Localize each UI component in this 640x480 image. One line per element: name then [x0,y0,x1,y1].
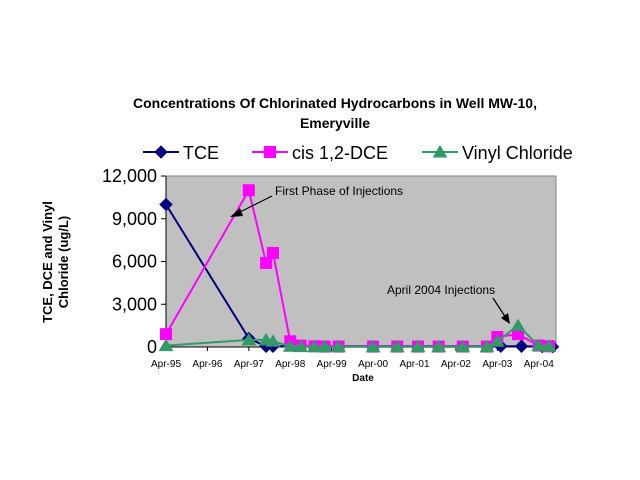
x-tick-label: Apr-98 [275,359,305,370]
series-vinyl-chloride [158,318,557,353]
legend-item-vinyl-chloride: Vinyl Chloride [422,143,573,163]
annotation-arrow-head [501,313,510,324]
x-axis-ticks: Apr-95 Apr-96 Apr-97 Apr-98 Apr-99 Apr-00 Apr-… [151,347,554,370]
data-point-vinyl-chloride [479,339,495,353]
y-axis-ticks: 0 3,000 6,000 9,000 12,000 [102,166,166,357]
legend-label-cis-1-2-dce: cis 1,2-DCE [292,143,388,163]
legend-label-vinyl-chloride: Vinyl Chloride [462,143,573,163]
x-tick-label: Apr-04 [524,359,554,370]
data-point-vinyl-chloride [265,334,281,347]
data-point-vinyl-chloride [531,338,547,352]
data-point-vinyl-chloride [410,339,426,353]
data-point-vinyl-chloride [541,339,557,352]
annotation-first-phase: First Phase of Injections [230,184,403,217]
x-tick-label: Apr-03 [482,359,512,370]
legend-marker-vinyl-chloride [432,145,448,158]
x-tick-label: Apr-96 [192,359,222,370]
data-point-vinyl-chloride [510,318,526,332]
data-point-vinyl-chloride [307,339,322,353]
data-point-vinyl-chloride [455,339,471,353]
y-axis-label-line1: TCE, DCE and Vinyl [40,201,55,323]
legend-item-cis-1-2-dce: cis 1,2-DCE [252,143,388,163]
annotation-arrow-line [235,195,273,215]
data-point-tce [159,197,173,212]
annotations: First Phase of Injections April 2004 Inje… [230,184,510,324]
data-point-cis-1-2-dce [260,256,273,269]
data-point-cis-1-2-dce [266,246,279,259]
data-point-vinyl-chloride [282,339,298,352]
x-tick-label: Apr-00 [358,359,388,370]
y-tick-label: 9,000 [112,209,157,229]
chart-title-line2: Emeryville [300,115,370,131]
data-point-cis-1-2-dce [160,328,172,341]
data-point-tce [514,339,529,353]
data-point-vinyl-chloride [365,339,381,353]
data-point-vinyl-chloride [489,334,505,347]
annotation-arrow-line [492,297,507,319]
x-axis-label: Date [352,373,374,384]
legend: TCE cis 1,2-DCE Vinyl Chloride [143,143,573,163]
series-layer [158,184,560,354]
data-point-vinyl-chloride [293,339,308,353]
plot-area [165,175,557,348]
x-tick-label: Apr-95 [151,359,181,370]
y-axis-label-line2: Chloride (ug/L) [56,216,71,308]
legend-marker-tce [154,145,168,159]
data-point-vinyl-chloride [331,339,346,353]
legend-item-tce: TCE [143,143,219,163]
x-tick-label: Apr-02 [441,359,471,370]
x-tick-label: Apr-01 [399,359,429,370]
y-tick-label: 6,000 [112,252,157,272]
annotation-arrow-head [230,208,243,217]
x-tick-label: Apr-99 [317,359,347,370]
data-point-cis-1-2-dce [242,184,255,197]
y-tick-label: 0 [147,337,157,357]
data-point-vinyl-chloride [241,332,257,346]
data-point-vinyl-chloride [389,339,405,353]
y-tick-label: 3,000 [112,294,157,314]
annotation-label: First Phase of Injections [275,184,403,198]
annotation-label: April 2004 Injections [387,283,495,297]
y-tick-label: 12,000 [102,166,157,186]
legend-marker-cis-1-2-dce [264,146,276,158]
data-point-vinyl-chloride [158,338,174,352]
legend-label-tce: TCE [183,143,219,163]
data-point-vinyl-chloride [431,339,447,353]
data-point-vinyl-chloride [317,339,333,353]
annotation-april-2004: April 2004 Injections [387,283,510,324]
chart-title-line1: Concentrations Of Chlorinated Hydrocarbo… [133,95,537,111]
x-tick-label: Apr-97 [234,359,264,370]
